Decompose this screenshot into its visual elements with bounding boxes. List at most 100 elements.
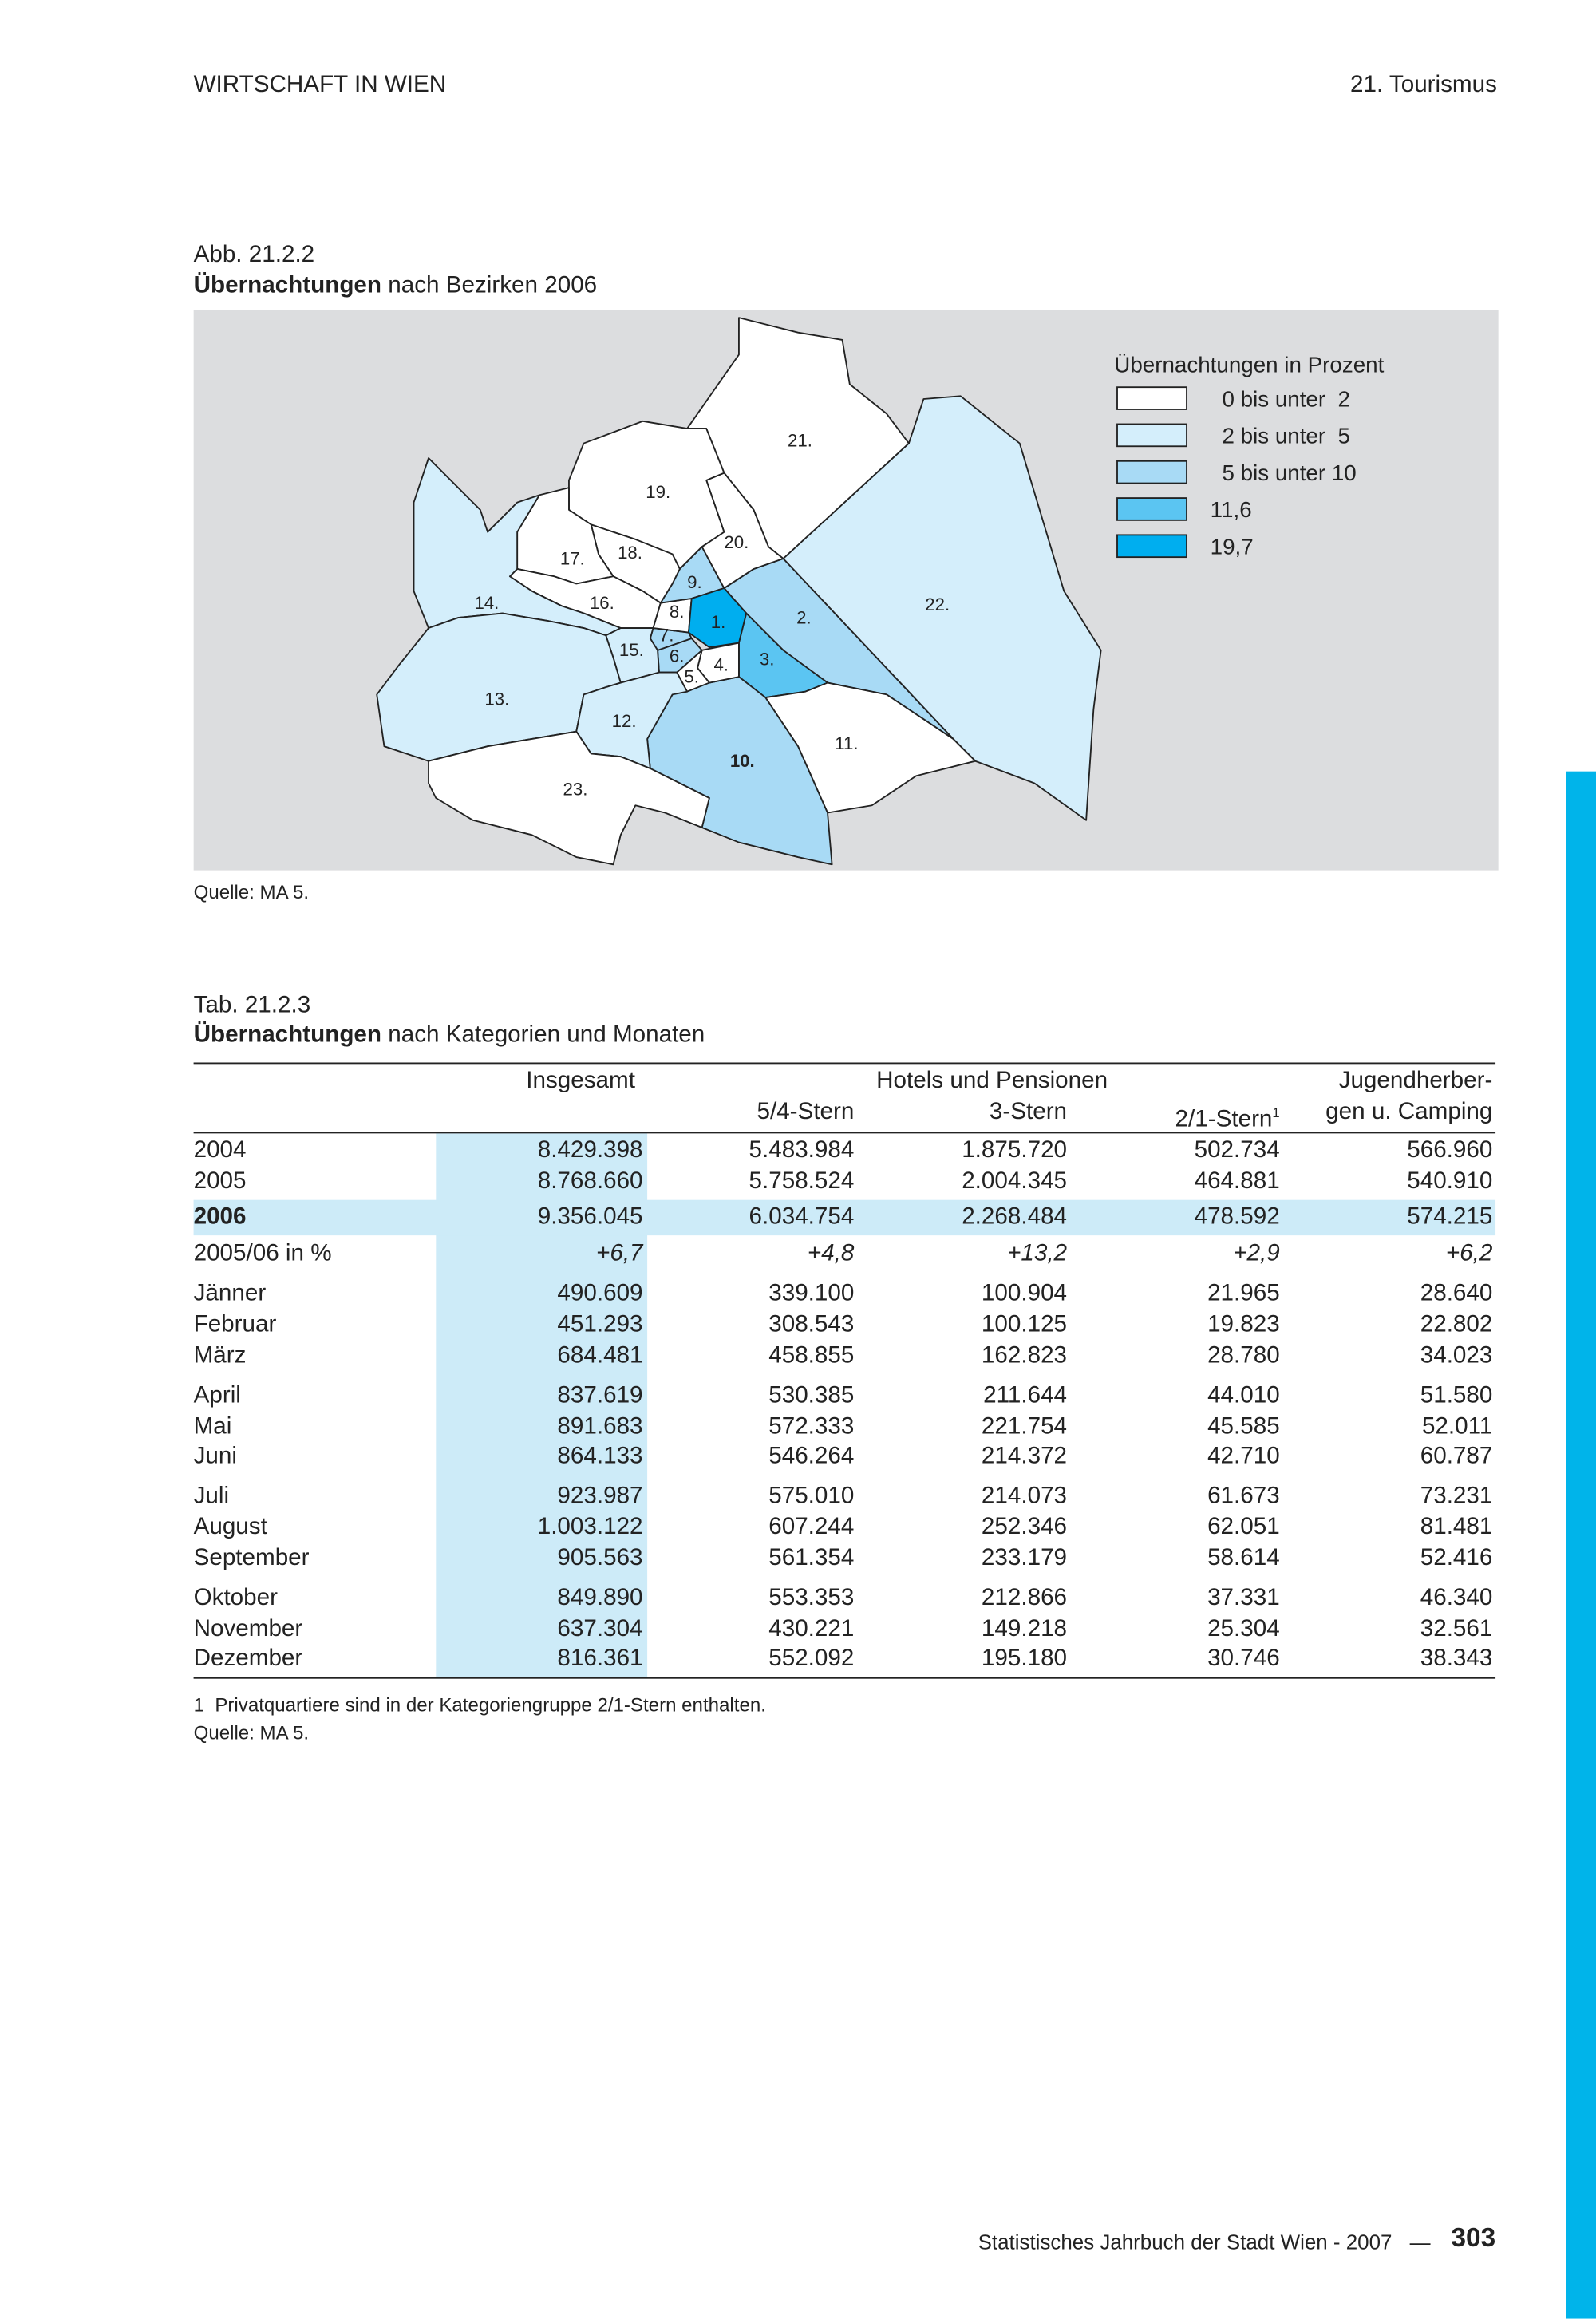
cell: 546.264 <box>768 1444 855 1469</box>
cell: 566.960 <box>1407 1137 1493 1163</box>
cell: 308.543 <box>768 1312 855 1337</box>
district-label: 16. <box>590 593 614 613</box>
district-label: 19. <box>646 482 670 502</box>
table-label: Tab. 21.2.3 <box>193 993 311 1018</box>
cell: 38.343 <box>1420 1645 1493 1672</box>
cell: 849.890 <box>557 1586 643 1611</box>
cell: 34.023 <box>1420 1343 1493 1369</box>
running-head: WIRTSCHAFT IN WIEN <box>193 72 447 98</box>
cell: 42.710 <box>1207 1444 1280 1469</box>
cell: 51.580 <box>1420 1383 1493 1408</box>
cell: 37.331 <box>1207 1586 1280 1611</box>
cell: 52.011 <box>1421 1414 1493 1440</box>
cell: 339.100 <box>768 1281 855 1307</box>
district-label: 21. <box>788 430 812 450</box>
row-label: 2005/06 in % <box>193 1241 332 1267</box>
col-header: 3-Stern <box>989 1099 1068 1125</box>
cell: 502.734 <box>1194 1137 1280 1163</box>
cell: 149.218 <box>981 1616 1068 1642</box>
district-label: 5. <box>684 667 699 687</box>
cell: 5.483.984 <box>749 1137 855 1163</box>
page-number: 303 <box>1451 2222 1496 2253</box>
district <box>782 395 1102 821</box>
cell: 81.481 <box>1420 1515 1493 1540</box>
cell: 214.372 <box>981 1444 1068 1469</box>
districts <box>376 317 1102 866</box>
row-label: 2006 <box>193 1204 247 1230</box>
cell: 451.293 <box>557 1312 643 1337</box>
cell: 28.780 <box>1207 1343 1280 1369</box>
row-label: August <box>193 1515 267 1540</box>
row-highlight <box>193 1199 1496 1236</box>
col-header: gen u. Camping <box>1325 1099 1493 1125</box>
cell: 530.385 <box>768 1383 855 1408</box>
cell: 100.904 <box>981 1281 1068 1307</box>
cell: 490.609 <box>557 1281 643 1307</box>
col-header: 5/4-Stern <box>757 1099 855 1125</box>
row-label: Februar <box>193 1312 277 1337</box>
cell: 540.910 <box>1407 1168 1493 1195</box>
cell: 61.673 <box>1207 1483 1280 1509</box>
cell: 905.563 <box>557 1546 643 1571</box>
cell: 607.244 <box>768 1515 855 1540</box>
col-header: Jugendherber- <box>1338 1068 1493 1094</box>
legend-swatch <box>1116 534 1187 559</box>
cell: 572.333 <box>768 1414 855 1440</box>
row-label: 2004 <box>193 1137 247 1163</box>
section-head: 21. Tourismus <box>1350 72 1497 98</box>
cell: 211.644 <box>983 1383 1068 1408</box>
district-label: 3. <box>760 649 775 669</box>
cell: 9.356.045 <box>537 1204 643 1230</box>
row-label: März <box>193 1343 247 1369</box>
cell: 73.231 <box>1420 1483 1493 1509</box>
cell: +6,7 <box>596 1241 643 1267</box>
row-label: Juni <box>193 1444 237 1469</box>
row-label: Jänner <box>193 1281 267 1307</box>
cell: 553.353 <box>768 1586 855 1611</box>
cell: 58.614 <box>1207 1546 1280 1571</box>
cell: 22.802 <box>1420 1312 1493 1337</box>
legend-label: 2 bis unter 5 <box>1222 424 1350 448</box>
district-label: 1. <box>711 612 726 632</box>
cell: 100.125 <box>981 1312 1068 1337</box>
district <box>428 730 710 866</box>
footer-dash: — <box>1409 2230 1431 2254</box>
row-label: Dezember <box>193 1645 303 1672</box>
cell: 45.585 <box>1207 1414 1280 1440</box>
cell: +13,2 <box>1007 1241 1068 1267</box>
district-label: 10. <box>730 751 755 771</box>
district-label: 23. <box>563 779 588 799</box>
col-header-text: 2/1-Stern <box>1175 1107 1273 1133</box>
cell: 21.965 <box>1207 1281 1280 1307</box>
col-group-header: Hotels und Pensionen <box>876 1068 1108 1094</box>
cell: 816.361 <box>557 1645 643 1672</box>
row-label: Oktober <box>193 1586 279 1611</box>
title-bold: Übernachtungen <box>193 1022 382 1048</box>
district-label: 17. <box>560 548 585 568</box>
cell: 19.823 <box>1207 1312 1280 1337</box>
cell: 30.746 <box>1207 1645 1280 1672</box>
district-label: 9. <box>687 572 702 592</box>
cell: 214.073 <box>981 1483 1068 1509</box>
footer-text: Statistisches Jahrbuch der Stadt Wien - … <box>978 2230 1393 2254</box>
cell: 32.561 <box>1420 1616 1493 1642</box>
legend-label: 11,6 <box>1211 497 1252 522</box>
col-header: Insgesamt <box>526 1068 635 1094</box>
legend: Übernachtungen in Prozent 0 bis unter 2 … <box>1114 353 1384 559</box>
cell: 923.987 <box>557 1483 643 1509</box>
district-label: 7. <box>659 626 674 646</box>
cell: 60.787 <box>1420 1444 1493 1469</box>
cell: 2.268.484 <box>962 1204 1068 1230</box>
district-label: 18. <box>618 543 642 563</box>
col-header: 2/1-Stern1 <box>1175 1100 1280 1134</box>
cell: 195.180 <box>981 1645 1068 1672</box>
cell: 561.354 <box>768 1546 855 1571</box>
title-bold: Übernachtungen <box>193 273 382 299</box>
row-label: November <box>193 1616 303 1642</box>
cell: 1.003.122 <box>537 1515 643 1540</box>
legend-swatch <box>1116 460 1187 484</box>
district-label: 4. <box>713 655 729 675</box>
table-footnote: 1 Privatquartiere sind in der Kategorien… <box>193 1693 766 1716</box>
cell: 25.304 <box>1207 1616 1280 1642</box>
table-title: Übernachtungen nach Kategorien und Monat… <box>194 1022 705 1049</box>
